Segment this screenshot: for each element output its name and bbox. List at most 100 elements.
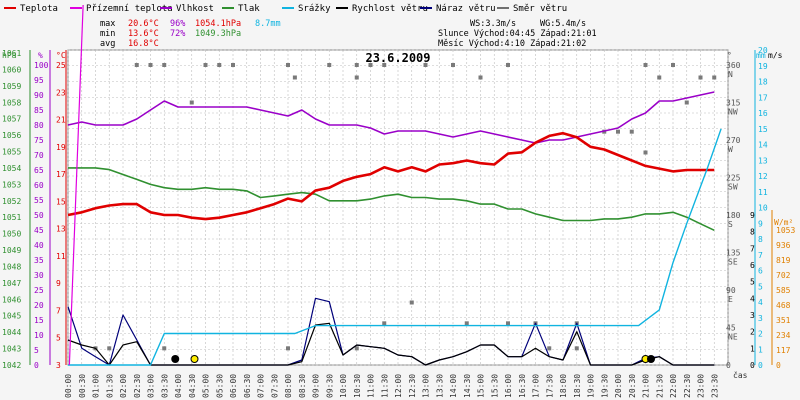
wm2-tick: 702 bbox=[776, 271, 791, 280]
degc-tick: 5 bbox=[56, 334, 61, 343]
hpa-tick: 1048 bbox=[2, 262, 21, 271]
mm-tick: 14 bbox=[758, 141, 768, 150]
mm-tick: 7 bbox=[758, 251, 763, 260]
wind-dir-point bbox=[478, 75, 483, 80]
x-tick: 20:30 bbox=[628, 374, 637, 398]
wind-dir-point bbox=[354, 346, 359, 351]
hpa-tick: 1056 bbox=[2, 131, 21, 140]
legend-label-6: Náraz větru bbox=[436, 4, 496, 14]
x-tick: 10:30 bbox=[353, 374, 362, 398]
x-tick: 11:00 bbox=[367, 374, 376, 398]
x-tick: 02:30 bbox=[133, 374, 142, 398]
pct-tick: 15 bbox=[34, 316, 44, 325]
x-tick: 22:00 bbox=[669, 374, 678, 398]
stat-wg: WG:5.4m/s bbox=[540, 19, 586, 29]
axis-unit-wm2: W/m² bbox=[774, 218, 793, 227]
degc-tick: 19 bbox=[56, 143, 66, 152]
stat-0-2: 96% bbox=[170, 19, 185, 29]
series-rain bbox=[68, 128, 722, 366]
mm-tick: 13 bbox=[758, 156, 768, 165]
dir-tick: 0 bbox=[726, 361, 731, 370]
mm-tick: 16 bbox=[758, 109, 768, 118]
hpa-tick: 1058 bbox=[2, 98, 21, 107]
ms-tick: 6 bbox=[750, 261, 755, 270]
wm2-tick: 468 bbox=[776, 301, 791, 310]
mm-tick: 8 bbox=[758, 235, 763, 244]
hpa-tick: 1053 bbox=[2, 180, 21, 189]
x-tick: 12:00 bbox=[394, 374, 403, 398]
mm-tick: 3 bbox=[758, 314, 763, 323]
pct-tick: 75 bbox=[34, 136, 44, 145]
pct-tick: 60 bbox=[34, 181, 44, 190]
x-tick: 23:30 bbox=[710, 374, 719, 398]
dir-tick-label: SW bbox=[728, 183, 738, 192]
hpa-tick: 1061 bbox=[2, 49, 21, 58]
legend-label-0: Teplota bbox=[20, 4, 58, 14]
axis-unit-deg: ° bbox=[727, 51, 732, 60]
dir-tick: 180 bbox=[726, 211, 741, 220]
stat-2-0: avg bbox=[100, 39, 115, 49]
stat-ws: WS:3.3m/s bbox=[470, 19, 516, 29]
ms-tick: 7 bbox=[750, 244, 755, 253]
wm2-tick: 819 bbox=[776, 256, 791, 265]
x-tick-first: 00:00 bbox=[64, 374, 73, 398]
x-tick: 19:00 bbox=[587, 374, 596, 398]
dir-tick: 135 bbox=[726, 249, 741, 258]
x-tick: 10:00 bbox=[339, 374, 348, 398]
x-tick: 22:30 bbox=[683, 374, 692, 398]
wind-dir-point bbox=[354, 75, 359, 80]
pct-tick: 10 bbox=[34, 331, 44, 340]
dir-tick-label: W bbox=[728, 145, 733, 154]
hpa-tick: 1055 bbox=[2, 148, 21, 157]
x-tick: 05:00 bbox=[202, 374, 211, 398]
mm-tick: 18 bbox=[758, 78, 768, 87]
stat-0-3: 1054.1hPa bbox=[195, 19, 241, 29]
wind-dir-point bbox=[327, 63, 332, 67]
ms-tick: 4 bbox=[750, 294, 755, 303]
wind-dir-point bbox=[643, 150, 648, 155]
series-wind-speed bbox=[67, 322, 715, 366]
x-tick: 16:00 bbox=[504, 374, 513, 398]
mm-tick: 11 bbox=[758, 188, 768, 197]
legend-label-2: Vlhkost bbox=[176, 4, 214, 14]
x-tick: 16:30 bbox=[518, 374, 527, 398]
series-ground-temp bbox=[68, 4, 84, 366]
pct-tick: 35 bbox=[34, 256, 44, 265]
ms-tick: 3 bbox=[750, 311, 755, 320]
wind-dir-point bbox=[464, 321, 469, 326]
degc-tick: 7 bbox=[56, 306, 61, 315]
moon-set-marker bbox=[647, 355, 655, 363]
x-tick: 02:00 bbox=[119, 374, 128, 398]
x-tick: 15:00 bbox=[477, 374, 486, 398]
series-humidity bbox=[67, 91, 715, 144]
x-tick: 06:00 bbox=[229, 374, 238, 398]
wind-dir-point bbox=[286, 346, 290, 351]
hpa-tick: 1043 bbox=[2, 345, 21, 354]
dir-tick: 225 bbox=[726, 174, 741, 183]
wind-dir-point bbox=[203, 63, 208, 67]
axis-unit-hpa: hPa bbox=[2, 51, 17, 60]
pct-tick: 100 bbox=[34, 61, 49, 70]
legend-label-7: Směr větru bbox=[513, 4, 567, 14]
mm-tick: 12 bbox=[758, 172, 768, 181]
ms-tick: 0 bbox=[750, 361, 755, 370]
dir-tick-label: S bbox=[728, 220, 733, 229]
x-tick: 14:30 bbox=[463, 374, 472, 398]
series-temperature bbox=[67, 131, 715, 221]
x-tick: 17:30 bbox=[545, 374, 554, 398]
x-tick: 03:00 bbox=[147, 374, 156, 398]
time-label: čas bbox=[733, 370, 748, 380]
x-tick: 08:30 bbox=[298, 374, 307, 398]
wind-dir-point bbox=[712, 75, 717, 80]
x-tick: 17:00 bbox=[532, 374, 541, 398]
stat-moon: Měsíc Východ:4:10 Západ:21:02 bbox=[438, 39, 586, 49]
degc-tick: 17 bbox=[56, 170, 66, 179]
stat-1-3: 1049.3hPa bbox=[195, 29, 241, 39]
x-tick: 07:30 bbox=[270, 374, 279, 398]
x-tick: 13:00 bbox=[422, 374, 431, 398]
pct-tick: 0 bbox=[34, 361, 39, 370]
x-tick: 03:30 bbox=[160, 374, 169, 398]
moon-rise-marker bbox=[171, 355, 180, 363]
wind-dir-point bbox=[217, 63, 222, 67]
